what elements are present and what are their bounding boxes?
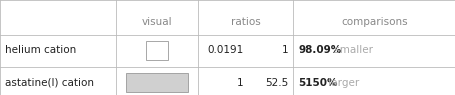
Text: smaller: smaller: [331, 45, 373, 55]
Text: 5150%: 5150%: [298, 78, 338, 88]
Text: 1: 1: [237, 78, 243, 88]
Text: comparisons: comparisons: [341, 17, 408, 27]
Text: larger: larger: [325, 78, 359, 88]
Text: visual: visual: [142, 17, 172, 27]
Text: helium cation: helium cation: [5, 45, 76, 55]
Text: 1: 1: [282, 45, 289, 55]
Text: ratios: ratios: [231, 17, 261, 27]
FancyBboxPatch shape: [126, 73, 187, 92]
Text: 0.0191: 0.0191: [207, 45, 243, 55]
FancyBboxPatch shape: [146, 41, 168, 60]
Text: 52.5: 52.5: [266, 78, 289, 88]
Text: astatine(I) cation: astatine(I) cation: [5, 78, 94, 88]
Text: 98.09%: 98.09%: [298, 45, 341, 55]
